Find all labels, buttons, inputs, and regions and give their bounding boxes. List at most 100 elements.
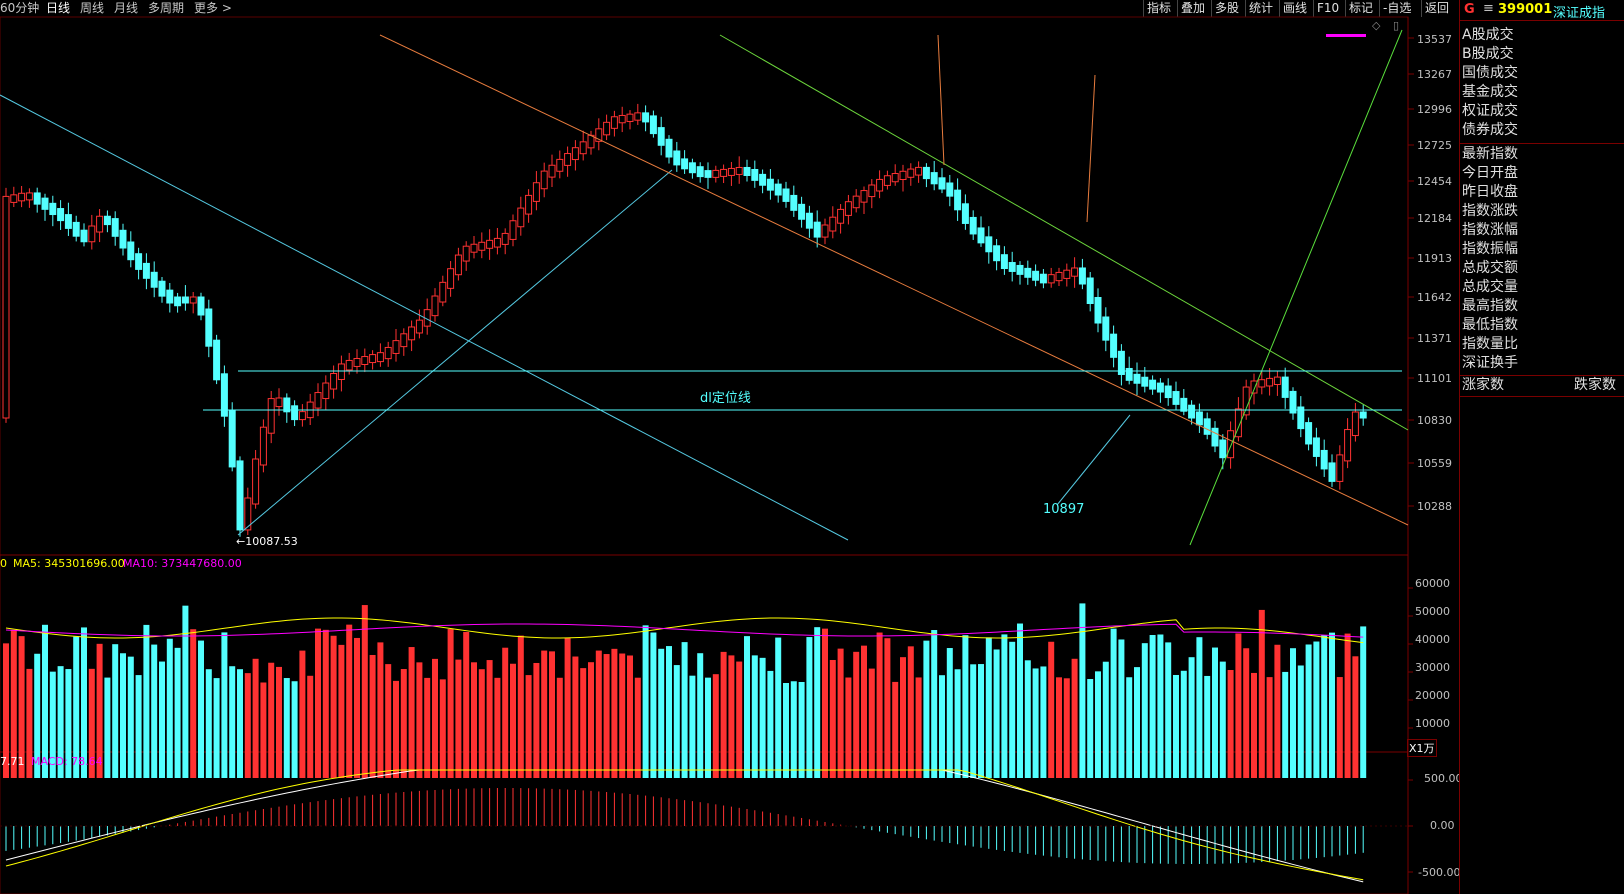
volume-bar [1180, 670, 1187, 778]
volume-bar [455, 659, 462, 778]
panel-item-change-pct: 指数涨幅 [1462, 222, 1518, 238]
candlestick [556, 158, 564, 172]
period-monthly[interactable]: 月线 [114, 1, 139, 15]
candlestick [111, 218, 119, 237]
panel-item-open: 今日开盘 [1462, 165, 1518, 181]
panel-item-turnover: 深证换手 [1462, 355, 1518, 371]
window-icon[interactable]: ▯ [1393, 19, 1400, 32]
volume-bar [1266, 677, 1273, 778]
quote-panel: G ≡ 399001 深证成指 A股成交 B股成交 国债成交 基金成交 权证成交… [1459, 0, 1624, 894]
candlestick [907, 168, 915, 178]
volume-bar [595, 650, 602, 778]
volume-bar [1063, 678, 1070, 778]
candlestick [1125, 367, 1133, 381]
candlestick [790, 194, 798, 211]
volume-unit-label[interactable]: X1万 [1407, 739, 1437, 757]
volume-bar [580, 668, 587, 778]
candlestick [969, 216, 977, 235]
panel-item-fund: 基金成交 [1462, 84, 1518, 100]
candlestick [96, 215, 104, 233]
arrow-line [1086, 74, 1096, 223]
candlestick [696, 166, 704, 178]
candlestick [1110, 333, 1118, 358]
dotted-marker [1326, 34, 1366, 37]
volume-bar [837, 648, 844, 778]
toolbar-f10-button[interactable]: F10 [1313, 0, 1345, 17]
candlestick [985, 236, 993, 253]
period-60min[interactable]: 60分钟 [0, 1, 40, 15]
panel-item-treasury: 国债成交 [1462, 65, 1518, 81]
toolbar-stats-button[interactable]: 统计 [1245, 0, 1279, 17]
dl-line-label: dl定位线 [700, 391, 751, 406]
volume-bar [744, 636, 750, 778]
volume-bar [1313, 641, 1320, 778]
volume-bar [143, 624, 150, 778]
candlestick [174, 296, 182, 307]
volume-bar [276, 666, 282, 778]
volume-bar [510, 663, 516, 778]
panel-item-volume-ratio: 指数量比 [1462, 336, 1518, 352]
candlestick [1211, 427, 1219, 447]
candlestick [837, 208, 845, 224]
candlestick [57, 208, 65, 222]
toolbar-multistock-button[interactable]: 多股 [1211, 0, 1245, 17]
candlestick [135, 253, 143, 270]
candlestick [18, 192, 26, 202]
volume-bar [931, 630, 938, 778]
candlestick [759, 173, 767, 186]
volume-bar [907, 646, 914, 778]
volume-bar [642, 625, 649, 778]
toolbar-draw-button[interactable]: 画线 [1279, 0, 1313, 17]
candlestick [860, 190, 868, 203]
volume-bar [1048, 641, 1055, 778]
volume-bar [190, 629, 197, 778]
candlestick [1008, 262, 1016, 272]
toolbar-remove-watch-button[interactable]: -自选 [1379, 0, 1421, 17]
candlestick [642, 112, 650, 123]
volume-bar [34, 653, 41, 778]
diamond-icon[interactable]: ◇ [1372, 19, 1381, 32]
period-daily[interactable]: 日线 [46, 1, 71, 15]
period-multi[interactable]: 多周期 [148, 1, 185, 15]
kline-chart[interactable] [0, 0, 1458, 894]
group-badge[interactable]: G [1464, 2, 1475, 17]
candlestick [1172, 391, 1180, 405]
candlestick [1071, 267, 1079, 277]
toolbar-indicator-button[interactable]: 指标 [1143, 0, 1177, 17]
panel-item-volume: 总成交量 [1462, 279, 1518, 295]
candlestick [1195, 411, 1203, 426]
toolbar-back-button[interactable]: 返回 [1421, 0, 1458, 17]
volume-bar [790, 681, 797, 778]
candlestick [922, 166, 930, 180]
candlestick [384, 346, 392, 360]
volume-bar [556, 677, 563, 778]
period-more[interactable]: 更多 > [194, 1, 232, 15]
stock-code: 399001 [1498, 2, 1553, 17]
price-tick: 11101 [1417, 372, 1452, 385]
volume-bar [1297, 665, 1304, 778]
panel-item-change: 指数涨跌 [1462, 203, 1518, 219]
volume-bar [525, 675, 532, 778]
candlestick [1032, 270, 1040, 281]
candlestick [891, 173, 899, 183]
volume-bar [1141, 643, 1148, 778]
volume-bar [1071, 658, 1078, 778]
candlestick [33, 192, 41, 205]
menu-icon[interactable]: ≡ [1483, 1, 1494, 16]
volume-bar [346, 624, 353, 778]
candlestick [1180, 397, 1188, 412]
volume-bar [322, 629, 329, 778]
volume-bar [970, 664, 977, 778]
candlestick [961, 203, 969, 224]
candlestick [603, 121, 611, 136]
toolbar-overlay-button[interactable]: 叠加 [1177, 0, 1211, 17]
candlestick [751, 169, 759, 181]
volume-bar [385, 664, 392, 778]
period-weekly[interactable]: 周线 [80, 1, 105, 15]
candlestick [283, 397, 291, 413]
price-tick: 10830 [1417, 414, 1452, 427]
volume-bar [49, 671, 56, 778]
candlestick [1273, 376, 1281, 385]
toolbar-mark-button[interactable]: 标记 [1345, 0, 1379, 17]
panel-item-bond: 债券成交 [1462, 122, 1518, 138]
